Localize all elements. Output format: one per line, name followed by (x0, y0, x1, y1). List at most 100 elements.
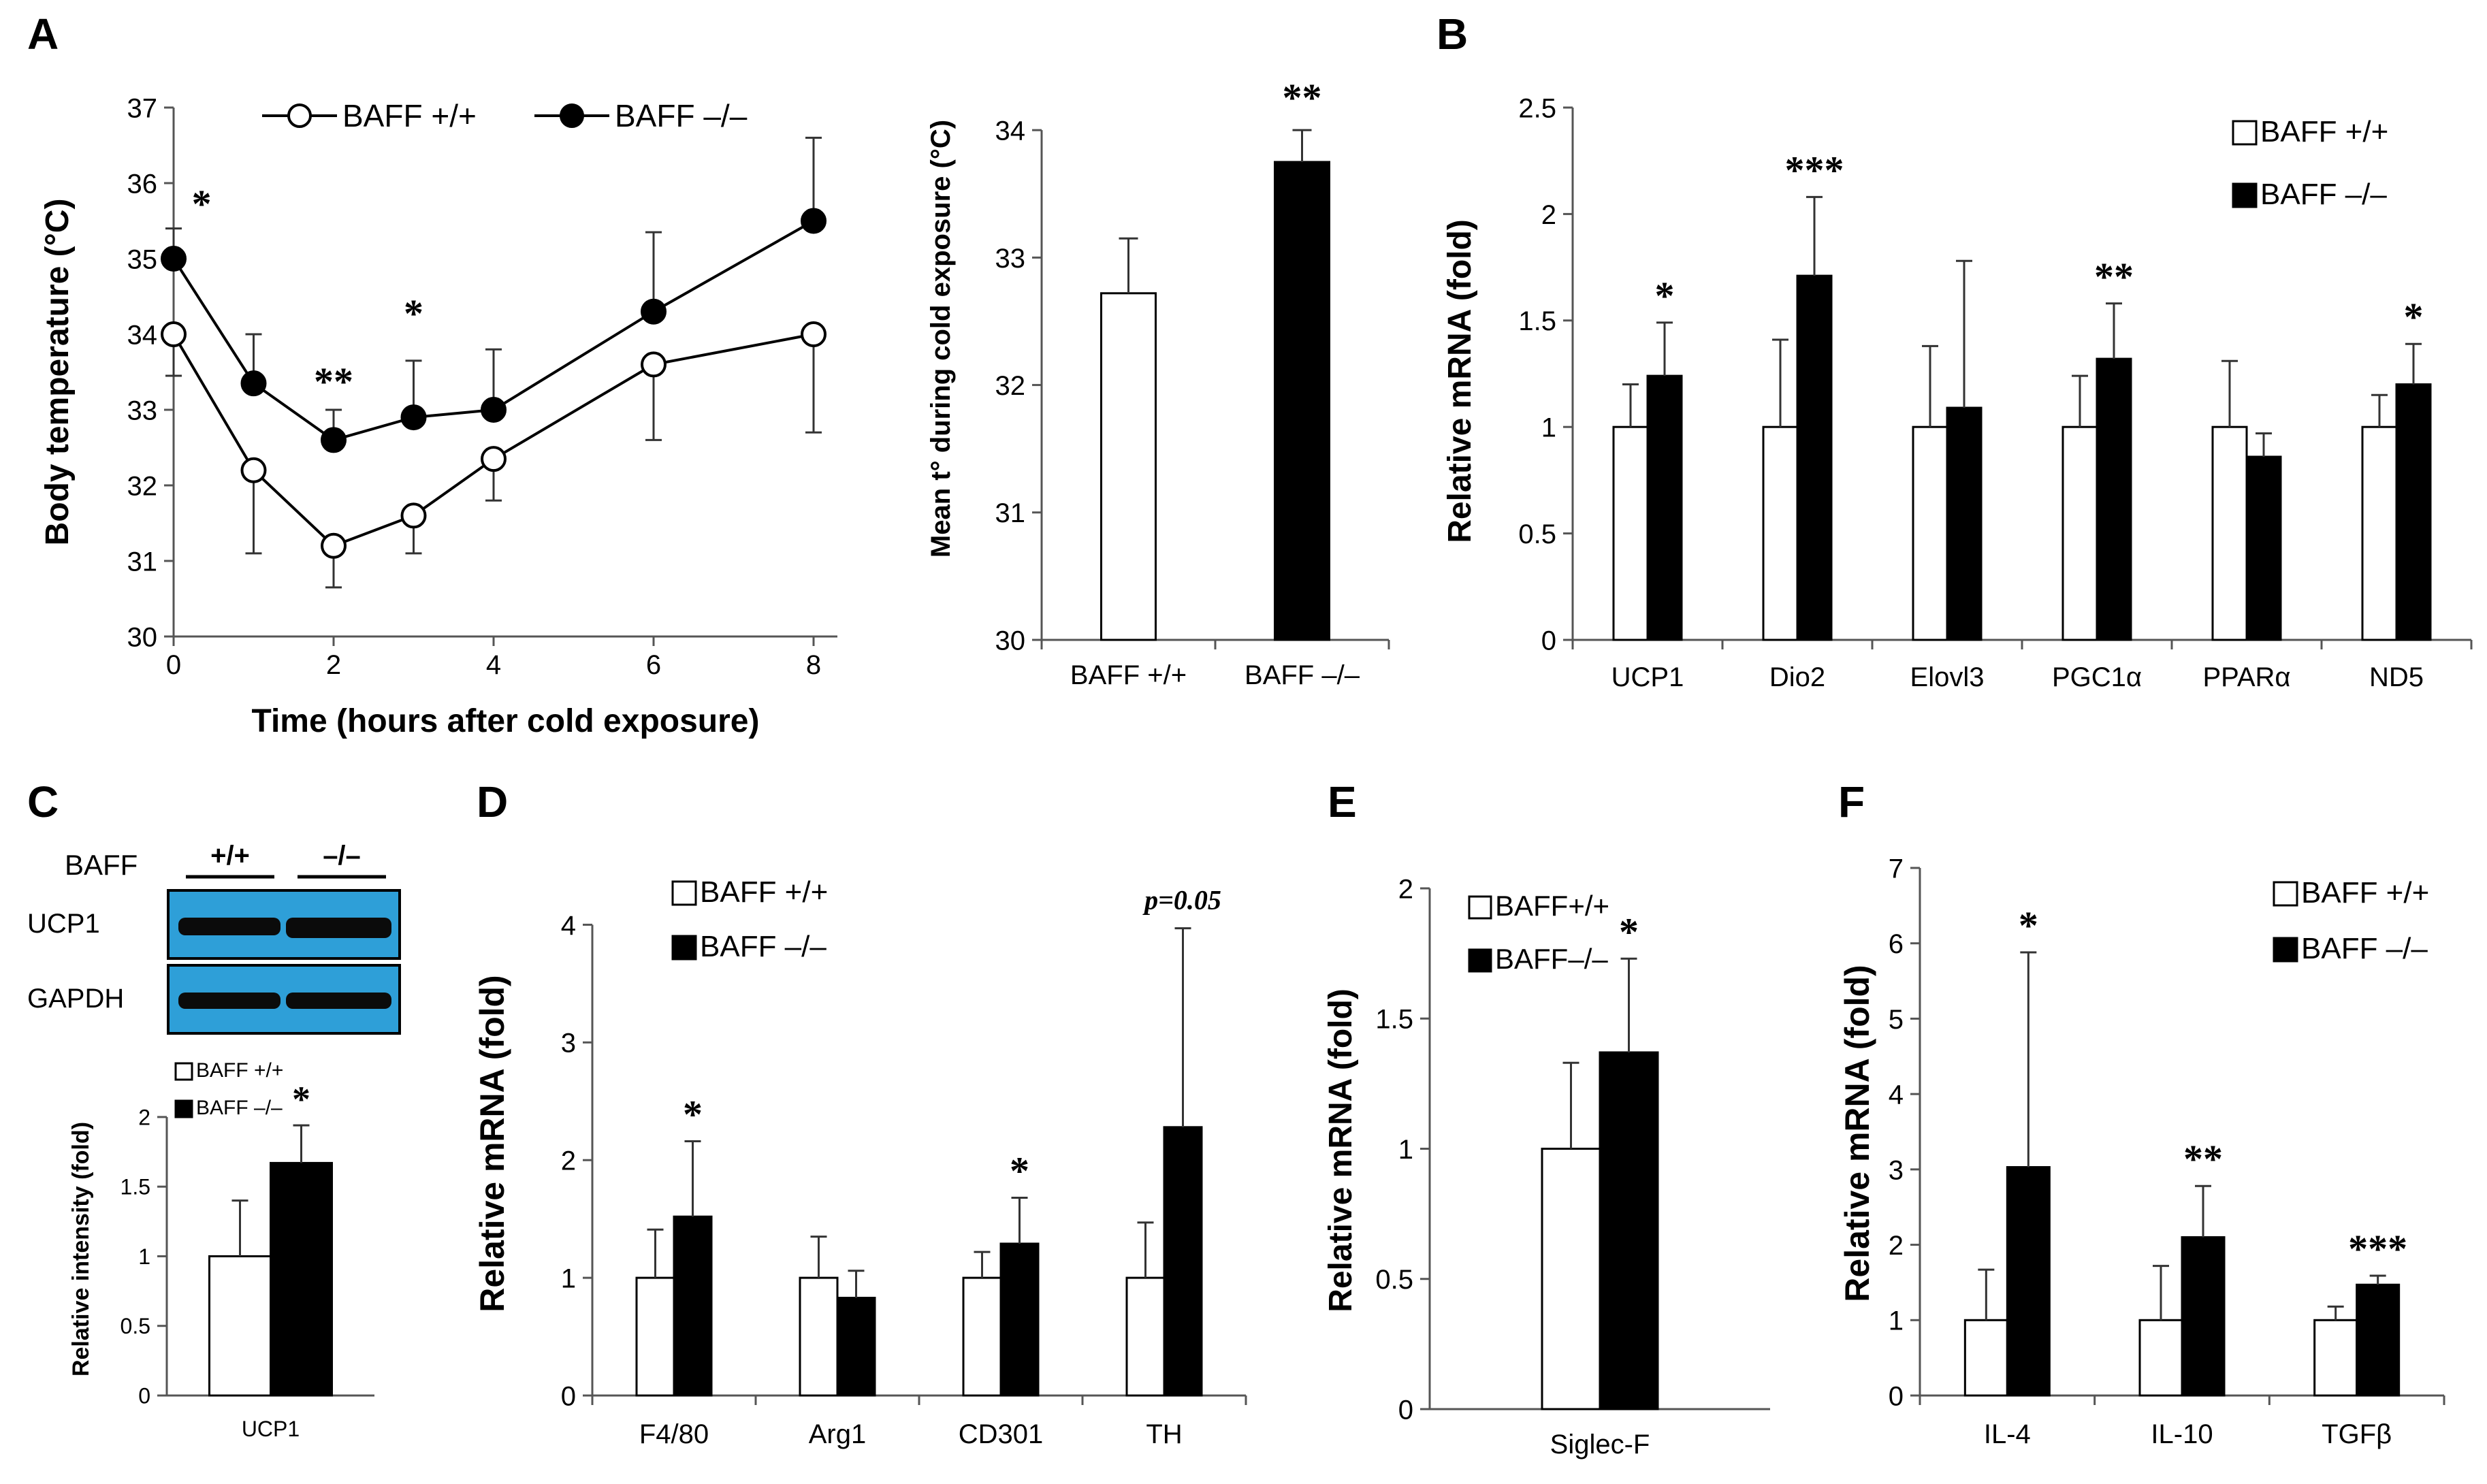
legend-label: BAFF +/+ (2301, 876, 2429, 909)
legend-swatch (1468, 948, 1492, 973)
legend-swatch (671, 880, 697, 906)
x-tick-label: 4 (486, 650, 501, 680)
bar-ko (1796, 274, 1833, 641)
legend-label: BAFF+/+ (1495, 890, 1609, 922)
bar-ko (1646, 374, 1683, 641)
x-tick-label: Arg1 (809, 1419, 867, 1449)
panel-letter-a: A (27, 10, 59, 59)
legend-label: BAFF –/– (615, 98, 748, 133)
y-tick-label: 5 (1889, 1005, 1904, 1035)
significance-marker: * (404, 291, 423, 336)
y-tick-label: 1.5 (121, 1175, 150, 1199)
x-tick-label: Elovl3 (1910, 662, 1985, 692)
significance-marker: ** (1283, 76, 1322, 120)
bar-ko (2181, 1236, 2226, 1397)
bar-wt (799, 1276, 839, 1397)
significance-marker: * (1010, 1149, 1029, 1193)
significance-marker: * (1619, 909, 1639, 954)
significance-marker: * (1655, 274, 1675, 318)
x-tick-label: 8 (806, 650, 821, 680)
y-tick-label: 1 (1541, 413, 1556, 443)
bar-wt (2313, 1319, 2358, 1397)
axis-group-a1: 30 31 32 33 34 35 36 37 0 2 4 6 8 Time (hours after c… (127, 93, 837, 739)
y-axis-title: Relative intensity (fold) (68, 1122, 94, 1376)
significance-marker: ** (2183, 1137, 2223, 1181)
y-tick-label: 32 (127, 471, 158, 501)
y-tick-label: 4 (561, 911, 576, 941)
legend-label: BAFF +/+ (700, 875, 828, 909)
blot-row-name: UCP1 (27, 909, 100, 939)
blot-band (178, 918, 280, 935)
x-tick-label: IL-10 (2151, 1419, 2213, 1449)
point-ko (240, 370, 267, 397)
y-tick-label: 3 (561, 1029, 576, 1059)
point-wt (481, 446, 507, 472)
point-ko (801, 208, 827, 234)
significance-marker: * (2019, 903, 2038, 948)
y-tick-label: 7 (1889, 854, 1904, 884)
blot-band (286, 918, 391, 938)
panel-letter-c: C (27, 777, 59, 826)
y-tick-label: 2 (1398, 874, 1413, 904)
legend-swatch (174, 1099, 193, 1118)
bar-wt (635, 1276, 675, 1397)
legend-marker (560, 103, 584, 128)
point-wt (641, 351, 667, 378)
blot-row-name: GAPDH (27, 984, 124, 1014)
panel-letter-d: D (477, 777, 508, 826)
bar-wt (2211, 425, 2248, 641)
bar-wt (1963, 1319, 2008, 1397)
y-tick-label: 2 (561, 1146, 576, 1176)
bar-wt (1612, 425, 1649, 641)
bar-wt (962, 1276, 1002, 1397)
bar-ko (673, 1215, 713, 1397)
y-axis-title: Relative mRNA (fold) (1838, 965, 1876, 1302)
bar-ko (1274, 161, 1330, 641)
y-tick-label: 32 (995, 371, 1026, 401)
y-tick-label: 0.5 (1375, 1265, 1413, 1295)
axis-group-e: 0 0.5 1 1.5 2 Siglec-F * BAFF+/+ BAFF–/– (1375, 874, 1770, 1459)
legend-label: BAFF –/– (2260, 178, 2387, 211)
significance-marker: ** (2094, 255, 2134, 299)
point-ko (321, 427, 347, 453)
y-tick-label: 36 (127, 169, 158, 199)
y-tick-label: 31 (127, 547, 158, 577)
y-tick-label: 1 (1398, 1135, 1413, 1165)
y-tick-label: 3 (1889, 1155, 1904, 1185)
point-ko (481, 397, 507, 423)
point-wt (240, 457, 267, 483)
y-axis-title: Mean t° during cold exposure (°C) (926, 120, 956, 558)
y-tick-label: 0 (138, 1384, 150, 1408)
bar-ko (1946, 406, 1983, 641)
y-tick-label: 0 (1398, 1395, 1413, 1425)
legend-label: BAFF –/– (2301, 932, 2428, 965)
y-tick-label: 31 (995, 498, 1026, 528)
point-ko (641, 298, 667, 325)
y-tick-label: 34 (995, 116, 1026, 146)
legend-label: BAFF –/– (196, 1097, 283, 1119)
bar-ko (2356, 1283, 2401, 1397)
y-axis-title: Relative mRNA (fold) (1442, 219, 1478, 543)
y-tick-label: 2 (138, 1105, 150, 1129)
significance-marker: ** (314, 359, 353, 404)
p-value-label: p=0.05 (1142, 885, 1221, 916)
y-tick-label: 0 (561, 1381, 576, 1411)
panel-letter-b: B (1437, 10, 1468, 59)
bar-ko (2245, 455, 2282, 641)
x-tick-label: IL-4 (1984, 1419, 2031, 1449)
y-tick-label: 34 (127, 320, 158, 350)
bar-wt (1100, 292, 1157, 641)
legend-label: BAFF–/– (1495, 943, 1608, 975)
y-tick-label: 1 (1889, 1306, 1904, 1336)
axis-group-d: 0 1 2 3 4 F4/80 * Arg1 CD301 * TH p=0.05 BAFF +/+ BAF… (561, 875, 1247, 1449)
significance-marker: *** (1785, 148, 1844, 192)
bar-wt (1912, 425, 1948, 641)
axis-group-a2: 30 31 32 33 34 BAFF +/+ BAFF –/– ** (995, 76, 1390, 690)
x-axis-title: Time (hours after cold exposure) (252, 703, 760, 739)
x-tick-label: Siglec-F (1550, 1430, 1650, 1459)
x-tick-label: 6 (646, 650, 661, 680)
bar-ko (1599, 1051, 1659, 1410)
bar-ko (999, 1242, 1040, 1397)
